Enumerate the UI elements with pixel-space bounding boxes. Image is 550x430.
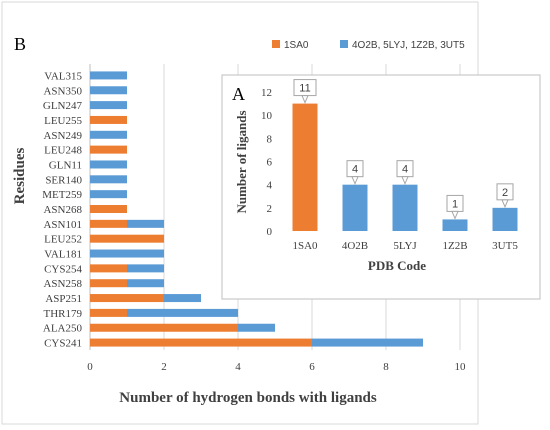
b-bar-cys254-series1 [90,264,127,273]
b-category-label-cys254: CYS254 [44,263,82,275]
a-callout-pointer-3ut5 [501,199,509,209]
b-bar-ala250-series1 [90,323,238,332]
b-bar-val315-series2 [90,71,127,80]
b-category-label-val181: VAL181 [44,249,82,261]
b-category-label-asn101: ASN101 [43,219,82,231]
a-data-label-1z2b: 1 [452,198,458,210]
b-category-label-asn258: ASN258 [43,278,82,290]
panel-a-frame [221,74,541,300]
b-bar-asn258-series1 [90,279,127,288]
a-category-label-4o2b: 4O2B [342,240,368,252]
panel-b-letter: B [14,34,26,54]
b-bar-asn350-series2 [90,86,127,95]
a-y-tick-label: 4 [267,180,273,192]
a-data-label-1sa0: 11 [299,83,310,95]
a-callout-pointer-4o2b [351,176,359,185]
b-x-tick-label: 0 [87,361,93,373]
panel-b-bars [90,71,423,347]
b-bar-leu255-series1 [90,115,127,124]
panel-b-y-axis-title: Residues [12,148,28,205]
b-bar-asn249-series2 [90,130,127,139]
b-x-tick-label: 6 [309,361,315,373]
b-x-tick-label: 10 [455,361,467,373]
panel-a-letter: A [232,84,245,104]
a-y-tick-label: 12 [261,87,272,99]
a-y-tick-label: 2 [267,203,273,215]
a-bar-1z2b [442,219,468,231]
b-bar-ser140-series2 [90,175,127,184]
a-y-tick-label: 8 [267,133,273,145]
b-x-tick-label: 4 [235,361,241,373]
b-bar-met259-series2 [90,190,127,199]
a-y-tick-label: 6 [267,157,273,169]
b-category-label-leu252: LEU252 [44,234,82,246]
b-bar-asn101-series2 [127,219,164,228]
a-category-label-5lyj: 5LYJ [393,240,417,252]
a-data-label-4o2b: 4 [352,164,358,176]
panel-a-x-axis-title: PDB Code [368,258,426,273]
b-bar-asp251-series2 [164,294,201,303]
b-category-label-ser140: SER140 [45,174,82,186]
b-bar-leu252-series1 [90,234,164,243]
legend-swatch-1 [272,40,280,48]
a-category-label-3ut5: 3UT5 [492,240,518,252]
a-callout-pointer-5lyj [401,176,409,185]
b-bar-gln247-series2 [90,101,127,110]
b-bar-thr179-series2 [127,308,238,317]
b-bar-cys241-series1 [90,338,312,347]
legend-swatch-2 [340,40,348,48]
a-bar-4o2b [342,184,368,231]
b-bar-cys254-series2 [127,264,164,273]
b-category-label-met259: MET259 [42,189,82,201]
a-callout-pointer-1z2b [451,210,459,220]
b-bar-gln11-series2 [90,160,127,169]
legend-label-1: 1SA0 [284,40,309,51]
panel-b-category-labels: CYS241 ALA250 THR179 ASP251 ASN258 CYS254 VAL1… [42,70,82,349]
legend-label-2: 4O2B, 5LYJ, 1Z2B, 3UT5 [352,40,465,51]
panel-a-data-labels: 11 4 4 1 2 [293,79,514,220]
a-data-label-5lyj: 4 [402,164,408,176]
b-bar-val181-series2 [90,249,164,258]
panel-b-x-tick-labels: 0 2 4 6 8 10 [87,361,466,373]
a-y-tick-label: 10 [261,110,273,122]
a-y-tick-label: 0 [267,226,273,238]
a-category-label-1z2b: 1Z2B [442,240,467,252]
b-category-label-gln247: GLN247 [43,100,83,112]
b-bar-asn258-series2 [127,279,164,288]
b-category-label-asn268: ASN268 [43,204,82,216]
b-bar-thr179-series1 [90,308,127,317]
panel-a-y-axis-title: Number of ligands [234,110,249,213]
a-bar-3ut5 [492,207,518,231]
a-callout-pointer-1sa0 [301,95,309,104]
b-x-tick-label: 8 [383,361,389,373]
legend: 1SA0 4O2B, 5LYJ, 1Z2B, 3UT5 [272,40,465,51]
a-bar-1sa0 [292,103,318,231]
b-category-label-thr179: THR179 [44,308,83,320]
b-bar-ala250-series2 [238,323,275,332]
b-category-label-gln11: GLN11 [49,159,82,171]
b-bar-cys241-series2 [312,338,423,347]
b-category-label-leu248: LEU248 [44,145,82,157]
b-category-label-leu255: LEU255 [44,115,82,127]
b-bar-asn101-series1 [90,219,127,228]
b-category-label-asn249: ASN249 [43,130,82,142]
b-category-label-asn350: ASN350 [43,85,82,97]
panel-a-bars [292,103,518,231]
b-bar-leu248-series1 [90,145,127,154]
a-bar-5lyj [392,184,418,231]
panel-a-category-labels: 1SA0 4O2B 5LYJ 1Z2B 3UT5 [292,240,518,252]
panel-a-y-tick-labels: 0 2 4 6 8 10 12 [261,87,273,238]
b-bar-asn268-series1 [90,205,127,213]
a-data-label-3ut5: 2 [502,187,508,199]
b-category-label-val315: VAL315 [44,70,82,82]
b-bar-asp251-series1 [90,294,164,303]
b-category-label-ala250: ALA250 [43,323,83,335]
a-category-label-1sa0: 1SA0 [292,240,318,252]
b-category-label-cys241: CYS241 [44,338,82,350]
b-x-tick-label: 2 [161,361,167,373]
panel-b-x-axis-title: Number of hydrogen bonds with ligands [119,390,377,406]
b-category-label-asp251: ASP251 [45,293,82,305]
